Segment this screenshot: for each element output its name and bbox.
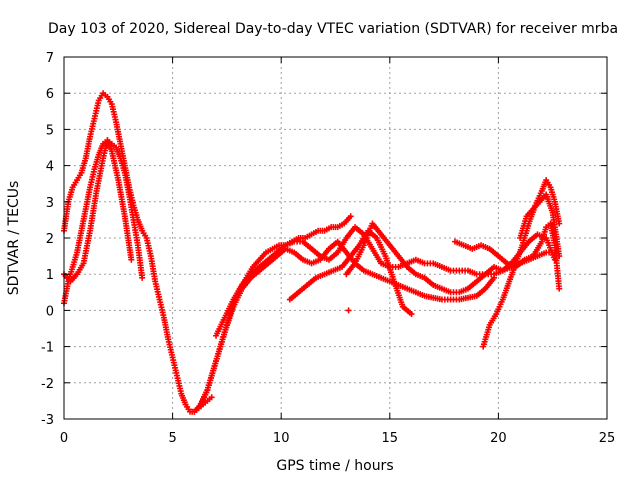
data-point [128,256,135,263]
y-tick-label: 4 [46,160,54,175]
series-track-c [61,137,135,285]
y-tick-label: 1 [46,268,54,283]
x-axis-title: GPS time / hours [276,458,393,474]
series-track-l [345,307,352,314]
data-point [556,220,563,227]
x-tick-label: 25 [599,431,616,446]
y-tick-label: 3 [46,196,54,211]
x-tick-label: 10 [273,431,290,446]
y-tick-label: 5 [46,123,54,138]
series-track-h [343,220,558,296]
data-point [139,274,146,281]
x-tick-labels: 0 5 10 15 20 25 [60,431,615,446]
y-axis-title: SDTVAR / TECUs [6,181,22,296]
x-tick-label: 0 [60,431,68,446]
series-track-k [517,191,563,260]
y-tick-label: 2 [46,232,54,247]
data-point [345,307,352,314]
series-track-i [451,220,563,292]
data-points [61,90,563,415]
y-tick-labels: -3 -2 -1 0 1 2 3 4 5 6 7 [41,51,54,428]
y-tick-label: 7 [46,51,54,66]
x-tick-label: 15 [382,431,399,446]
series-track-b [61,137,146,307]
data-point [347,213,354,220]
data-point [556,285,563,292]
series-track-g [286,227,415,318]
y-tick-label: 0 [46,304,54,319]
x-tick-label: 20 [490,431,507,446]
y-tick-label: -2 [41,377,54,392]
series-track-j [480,177,563,350]
y-tick-label: 6 [46,87,54,102]
y-tick-label: -3 [41,413,54,428]
series-track-f [213,224,558,339]
axis-ticks [63,56,608,420]
x-tick-label: 5 [168,431,176,446]
data-point [408,311,415,318]
data-point [208,394,215,401]
series-track-d [191,213,354,415]
data-point [556,253,563,260]
y-tick-label: -1 [41,341,54,356]
chart-title: Day 103 of 2020, Sidereal Day-to-day VTE… [48,21,618,37]
